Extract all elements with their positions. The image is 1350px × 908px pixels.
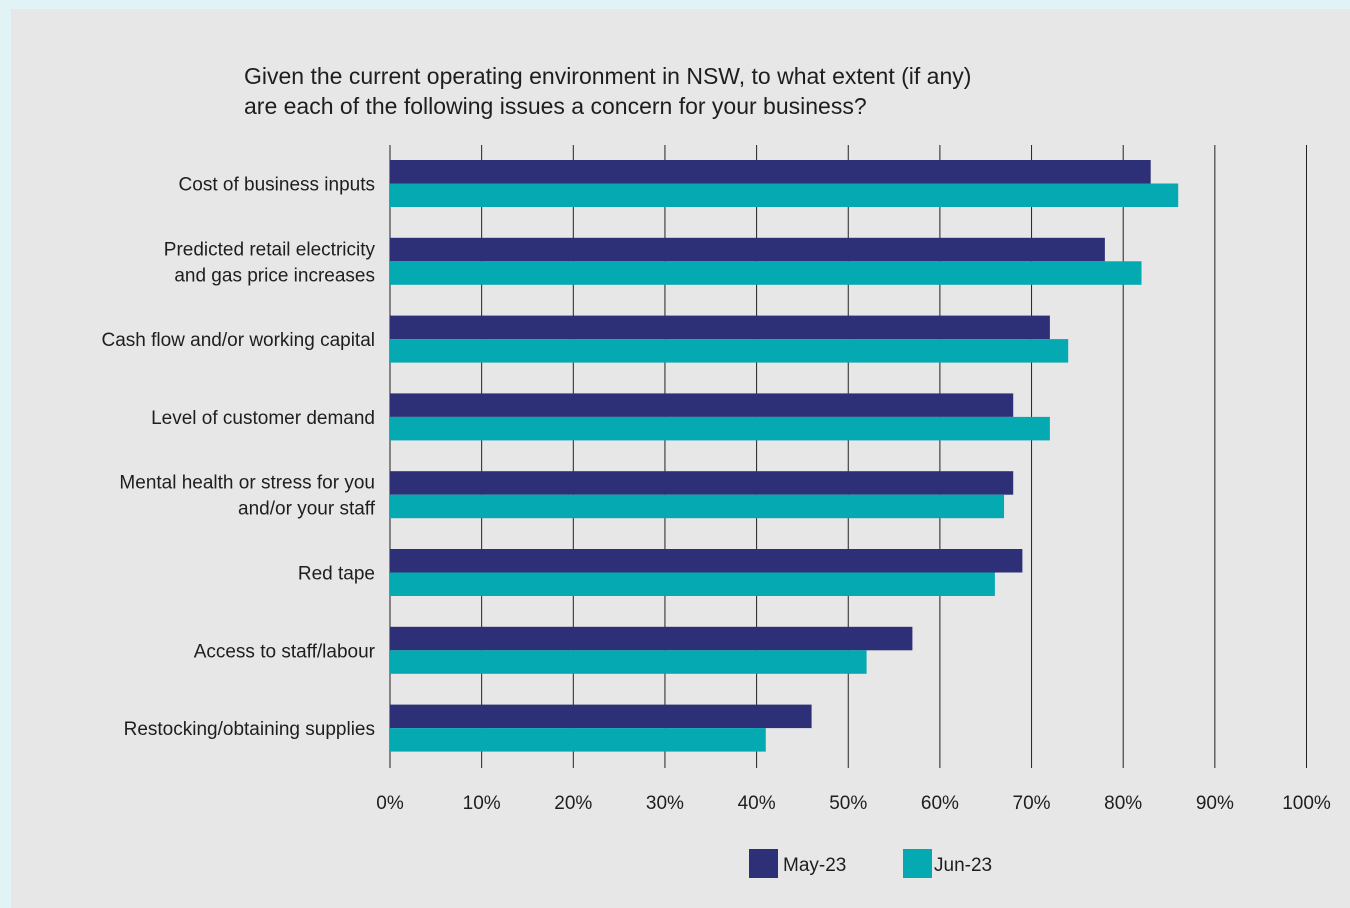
x-tick-label: 80% (1104, 793, 1142, 814)
x-tick-label: 50% (829, 793, 867, 814)
category-label: Predicted retail electricity (164, 239, 376, 260)
legend-swatch (749, 849, 778, 878)
bar-jun-23 (390, 494, 1005, 519)
chart-title: Given the current operating environment … (244, 61, 1224, 121)
bar-jun-23 (390, 416, 1050, 441)
bar-jun-23 (390, 728, 766, 752)
category-label: Cost of business inputs (179, 175, 375, 196)
x-tick-label: 40% (738, 793, 776, 814)
category-label: Mental health or stress for you (119, 473, 375, 494)
chart-frame: Given the current operating environment … (11, 9, 1350, 908)
category-label: Cash flow and/or working capital (101, 330, 375, 351)
category-label: Restocking/obtaining supplies (124, 719, 375, 740)
legend-swatch (903, 849, 932, 878)
x-tick-label: 70% (1013, 793, 1051, 814)
legend-label: May-23 (783, 855, 846, 876)
x-tick-label: 0% (376, 793, 404, 814)
bar-jun-23 (390, 183, 1179, 207)
bar-may-23 (390, 626, 913, 651)
x-tick-label: 20% (554, 793, 592, 814)
legend-label: Jun-23 (934, 855, 992, 876)
bar-may-23 (390, 237, 1105, 262)
bar-jun-23 (390, 650, 867, 674)
bar-may-23 (390, 704, 812, 729)
category-label: Access to staff/labour (194, 641, 376, 662)
category-label: and/or your staff (238, 499, 376, 520)
x-tick-label: 100% (1282, 793, 1331, 814)
chart-title-line-2: are each of the following issues a conce… (244, 93, 867, 119)
bar-may-23 (390, 315, 1050, 340)
x-tick-label: 90% (1196, 793, 1234, 814)
category-label: and gas price increases (174, 265, 375, 286)
category-label: Red tape (298, 564, 375, 585)
category-label: Level of customer demand (151, 408, 375, 429)
x-tick-label: 30% (646, 793, 684, 814)
bar-may-23 (390, 471, 1014, 495)
bar-may-23 (390, 549, 1023, 573)
bar-may-23 (390, 160, 1151, 184)
chart-title-line-1: Given the current operating environment … (244, 63, 972, 89)
x-tick-label: 60% (921, 793, 959, 814)
x-tick-label: 10% (463, 793, 501, 814)
bar-may-23 (390, 393, 1014, 417)
bar-jun-23 (390, 339, 1069, 363)
bar-jun-23 (390, 261, 1142, 285)
bar-jun-23 (390, 572, 995, 596)
